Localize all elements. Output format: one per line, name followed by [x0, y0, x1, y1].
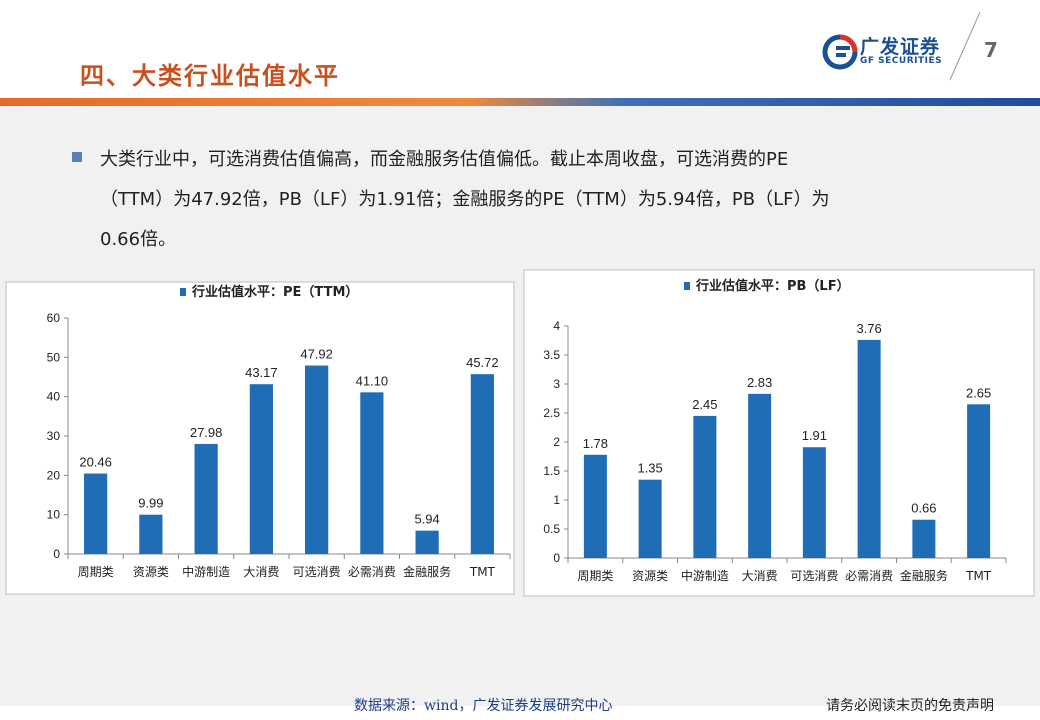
- pb-y-tick-label: 4: [553, 319, 560, 333]
- summary-line-3: 0.66倍。: [100, 229, 177, 250]
- data-source-note: 数据来源：wind，广发证券发展研究中心: [354, 698, 613, 714]
- pe-bar-1: [84, 473, 108, 554]
- pb-bar-4: [748, 393, 772, 558]
- pe-y-tick-label: 30: [47, 429, 61, 443]
- pb-data-label-1: 1.78: [583, 436, 608, 451]
- pe-category-label-8: TMT: [469, 565, 496, 579]
- pb-category-label-4: 大消费: [742, 569, 778, 583]
- pb-category-label-7: 金融服务: [900, 568, 948, 583]
- pe-bar-6: [360, 392, 384, 554]
- pb-y-tick-label: 3.5: [543, 348, 560, 362]
- pe-category-label-2: 资源类: [133, 565, 169, 579]
- pb-bar-7: [912, 519, 936, 558]
- pb-legend-swatch: [684, 282, 690, 290]
- pb-bar-8: [967, 404, 991, 558]
- pb-data-label-4: 2.83: [747, 375, 772, 390]
- pb-bar-2: [638, 479, 662, 558]
- pe-legend-label: 行业估值水平：PE（TTM）: [191, 284, 358, 300]
- header-gradient-bar: [0, 98, 1040, 106]
- pe-data-label-7: 5.94: [414, 512, 439, 527]
- disclaimer-note: 请务必阅读末页的免责声明: [826, 698, 994, 714]
- pe-bar-2: [139, 514, 163, 554]
- pb-category-label-6: 必需消费: [845, 569, 893, 583]
- pe-category-label-4: 大消费: [243, 565, 279, 579]
- pb-category-label-2: 资源类: [632, 569, 668, 583]
- pe-data-label-1: 20.46: [79, 455, 112, 470]
- pb-y-tick-label: 3: [553, 377, 560, 391]
- pe-bar-4: [249, 384, 273, 554]
- pb-category-label-8: TMT: [965, 569, 992, 583]
- pb-bar-1: [583, 454, 607, 558]
- pb-y-tick-label: 2: [553, 435, 560, 449]
- pb-y-tick-label: 0: [553, 551, 560, 565]
- pb-chart: 行业估值水平：PB（LF） 0 0.5 1 1.5 2 2.5 3 3.5 4 1.78 周期类 1.3…: [523, 269, 1035, 597]
- divider-slash: [949, 11, 981, 81]
- pb-chart-frame: [523, 269, 1035, 597]
- pe-legend-swatch: [180, 288, 186, 296]
- pe-data-label-5: 47.92: [300, 347, 333, 362]
- pb-bar-3: [693, 415, 717, 558]
- pb-legend-label: 行业估值水平：PB（LF）: [695, 278, 850, 294]
- page-header: 四、大类行业估值水平 广发证券 GF SECURITIES 7: [0, 0, 1040, 106]
- pb-category-label-5: 可选消费: [790, 569, 838, 583]
- pe-data-label-6: 41.10: [356, 373, 389, 388]
- pe-category-label-5: 可选消费: [293, 565, 341, 579]
- pe-y-tick-label: 0: [53, 547, 60, 561]
- pe-data-label-3: 27.98: [190, 425, 223, 440]
- pe-bar-3: [194, 443, 218, 554]
- pb-data-label-7: 0.66: [911, 501, 936, 516]
- pb-y-tick-label: 1.5: [543, 464, 560, 478]
- pe-data-label-8: 45.72: [466, 355, 499, 370]
- pe-category-label-3: 中游制造: [182, 564, 230, 579]
- pe-data-label-2: 9.99: [138, 496, 163, 511]
- pe-y-tick-label: 60: [47, 311, 61, 325]
- pe-bar-5: [305, 365, 329, 554]
- logo-chinese-text: 广发证券: [860, 36, 941, 58]
- pb-y-tick-label: 2.5: [543, 406, 560, 420]
- bullet-square-icon: [72, 152, 82, 162]
- pb-bar-6: [857, 339, 881, 558]
- pe-category-label-6: 必需消费: [348, 565, 396, 579]
- pe-y-tick-label: 50: [47, 350, 61, 364]
- pe-category-label-1: 周期类: [78, 565, 114, 579]
- pe-category-label-7: 金融服务: [403, 564, 451, 579]
- pe-bar-8: [470, 374, 494, 554]
- gf-logo-icon: [822, 34, 858, 70]
- pe-y-tick-label: 10: [47, 508, 61, 522]
- page-number: 7: [984, 38, 998, 62]
- page-title: 四、大类行业估值水平: [80, 61, 340, 90]
- pb-data-label-6: 3.76: [856, 321, 881, 336]
- pe-data-label-4: 43.17: [245, 365, 278, 380]
- pb-y-tick-label: 1: [553, 493, 560, 507]
- pe-chart: 行业估值水平：PE（TTM） 0 10 20 30 40 50 60 20.46 周期类 9.99 资…: [5, 281, 515, 595]
- pb-data-label-5: 1.91: [802, 428, 827, 443]
- summary-paragraph: 大类行业中，可选消费估值偏高，而金融服务估值偏低。截止本周收盘，可选消费的PE …: [100, 140, 980, 260]
- pb-category-label-1: 周期类: [577, 569, 613, 583]
- pb-y-tick-label: 0.5: [543, 522, 560, 536]
- summary-line-2: （TTM）为47.92倍，PB（LF）为1.91倍；金融服务的PE（TTM）为5…: [100, 189, 830, 210]
- pb-bar-5: [802, 447, 826, 558]
- summary-line-1: 大类行业中，可选消费估值偏高，而金融服务估值偏低。截止本周收盘，可选消费的PE: [100, 149, 789, 170]
- pe-y-tick-label: 20: [47, 468, 61, 482]
- pb-data-label-8: 2.65: [966, 385, 991, 400]
- pb-category-label-3: 中游制造: [681, 568, 729, 583]
- pe-bar-7: [415, 530, 439, 554]
- pb-data-label-3: 2.45: [692, 397, 717, 412]
- pe-y-tick-label: 40: [47, 390, 61, 404]
- logo-english-text: GF SECURITIES: [860, 56, 943, 66]
- pb-data-label-2: 1.35: [637, 461, 662, 476]
